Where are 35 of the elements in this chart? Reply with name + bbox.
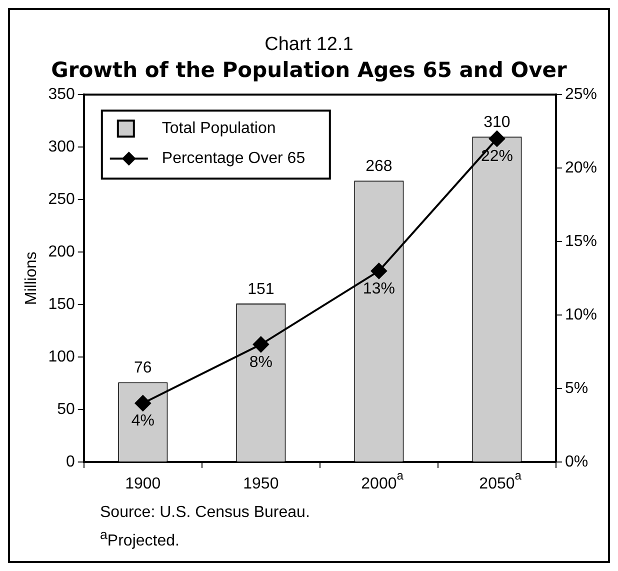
y2-tick-label: 25% [564, 86, 598, 104]
y-tick-label: 200 [48, 243, 75, 260]
data-label: 76 [134, 360, 152, 377]
source-note: Source: U.S. Census Bureau. [100, 503, 311, 523]
chart-subtitle: Chart 12.1 [264, 34, 354, 56]
point [252, 336, 269, 352]
legend-label: Percentage Over 65 [162, 150, 306, 168]
data-label: 151 [248, 280, 274, 298]
y-tick-label: 50 [57, 400, 75, 418]
y-tick-label: 100 [48, 348, 75, 366]
y-axis-title: Millions [23, 252, 40, 305]
y2-tick-label: 20% [564, 159, 598, 176]
x-tick-label: 1950 [243, 475, 279, 492]
y-tick-label: 300 [48, 138, 75, 156]
point [488, 130, 505, 147]
data-label: 8% [249, 354, 272, 371]
point [370, 262, 387, 279]
y-tick-label: 250 [48, 190, 75, 208]
point [134, 395, 151, 412]
text: $^{a}$Projected. [100, 526, 180, 552]
y-tick-label: 0 [66, 453, 75, 470]
y2-tick-label: 10% [564, 306, 598, 324]
x-tick-label: 1900 [125, 475, 161, 492]
y-tick-label: 150 [48, 296, 75, 313]
y2-tick-label: 5% [564, 380, 588, 397]
data-label: 4% [131, 412, 154, 430]
data-label: 268 [366, 158, 392, 176]
data-label: 13% [362, 280, 395, 298]
y2-tick-label: 0% [564, 453, 588, 470]
y2-tick-label: 15% [564, 232, 598, 250]
chart-title: Growth of the Population Ages 65 and Over [50, 58, 568, 82]
data-label: 22% [480, 148, 513, 166]
data-label: 310 [484, 114, 510, 131]
legend-label: Total Population [162, 120, 276, 138]
y-tick-label: 350 [48, 86, 75, 104]
